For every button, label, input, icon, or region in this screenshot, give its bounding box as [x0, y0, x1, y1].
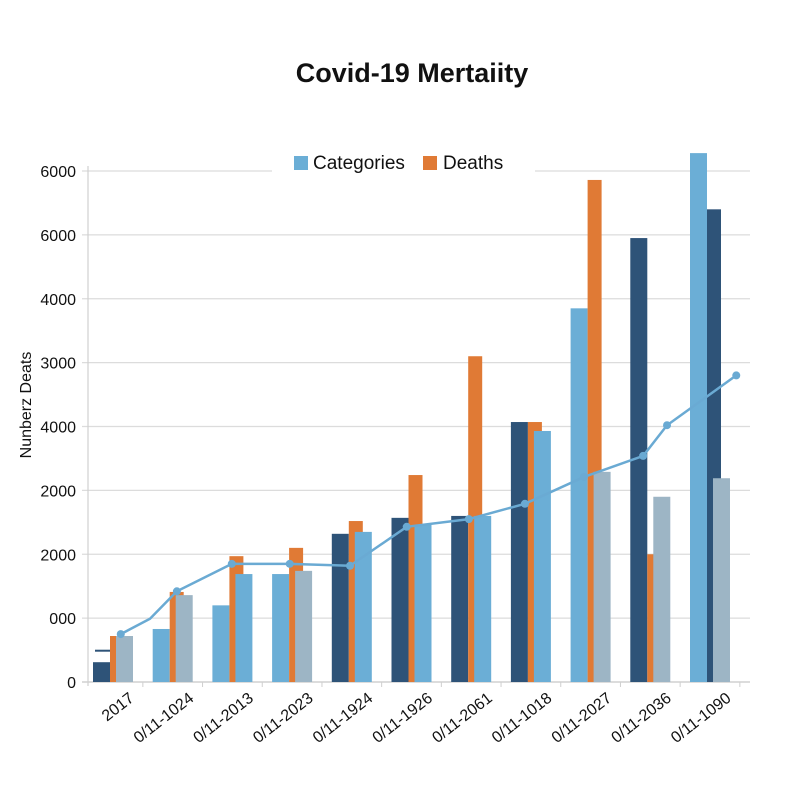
trend-line-point	[464, 515, 473, 524]
x-tick-label: 0/11-2023	[250, 690, 316, 747]
bar-0/11-1090-3	[713, 478, 730, 682]
bar-0/11-1018-3	[533, 430, 551, 682]
bar-0/11-1926-1	[391, 517, 409, 682]
trend-line-point	[402, 522, 411, 531]
trend-line	[116, 371, 741, 639]
x-tick-label: 0/11-2013	[191, 690, 257, 747]
legend-background	[272, 150, 535, 180]
bar-0/11-1090-1	[690, 153, 707, 683]
x-tick-label: 0/11-2027	[549, 690, 615, 747]
y-tick-label: 6000	[40, 228, 76, 245]
bar-0/11-2023-1	[272, 574, 290, 682]
bar-0/11-2061-1	[451, 515, 469, 682]
bar-0/11-2023-3	[295, 570, 313, 682]
bar-0/11-1018-1	[510, 422, 528, 682]
bar-0/11-1024-3	[175, 595, 193, 682]
trend-line-point	[663, 421, 672, 430]
x-axis-ticks: 20170/11-10240/11-20130/11-20230/11-1924…	[99, 682, 741, 747]
chart-title: Covid-19 Mertaiity	[296, 58, 529, 88]
x-tick-label: 0/11-1018	[489, 690, 555, 747]
bar-0/11-2036-3	[653, 496, 671, 682]
bar-0/11-2013-3	[235, 574, 253, 682]
trend-line-point	[227, 559, 236, 568]
trend-line-point	[639, 451, 648, 460]
x-tick-label: 0/11-1924	[310, 690, 376, 747]
bar-0/11-1926-3	[414, 524, 432, 682]
trend-line-point	[346, 561, 355, 570]
bar-0/11-2036-1	[630, 238, 648, 682]
y-tick-label: 2000	[40, 547, 76, 564]
y-axis-label: Nunberz Deats	[18, 352, 35, 459]
y-tick-label: 4000	[40, 292, 76, 309]
legend-swatch-deaths	[423, 156, 437, 170]
x-tick-label: 2017	[99, 690, 138, 725]
trend-line-point	[580, 472, 589, 481]
trend-line-point	[285, 559, 294, 568]
x-tick-label: 0/11-2036	[608, 690, 674, 747]
x-tick-label: 0/11-1090	[668, 690, 734, 747]
y-tick-label: 2000	[40, 483, 76, 500]
bar-0/11-2027-1	[570, 308, 588, 682]
legend-label-categories: Categories	[313, 153, 405, 174]
trend-line-point	[520, 499, 529, 508]
trend-line-point	[116, 630, 125, 639]
bar-0/11-1924-1	[331, 533, 349, 682]
y-tick-label: 6000	[40, 164, 76, 181]
y-tick-label: 000	[49, 611, 76, 628]
bar-0/11-2061-3	[474, 515, 492, 682]
y-tick-label: 0	[67, 675, 76, 692]
trend-line-point	[732, 371, 741, 380]
bars	[93, 153, 730, 683]
y-tick-label: 4000	[40, 420, 76, 437]
bar-0/11-2027-3	[593, 471, 611, 682]
bar-0/11-1024-1	[152, 628, 170, 682]
bar-0/11-1924-3	[354, 531, 372, 682]
legend-swatch-categories	[294, 156, 308, 170]
x-tick-label: 0/11-1024	[131, 690, 197, 747]
legend-label-deaths: Deaths	[443, 153, 503, 174]
bar-2017-1	[93, 662, 110, 682]
bar-2017-3	[116, 636, 133, 682]
x-tick-label: 0/11-1926	[370, 690, 436, 747]
legend: Categories Deaths	[272, 150, 535, 180]
x-tick-label: 0/11-2061	[429, 690, 495, 747]
bar-0/11-2013-1	[212, 605, 230, 682]
trend-line-point	[172, 587, 181, 596]
y-tick-label: 3000	[40, 356, 76, 373]
